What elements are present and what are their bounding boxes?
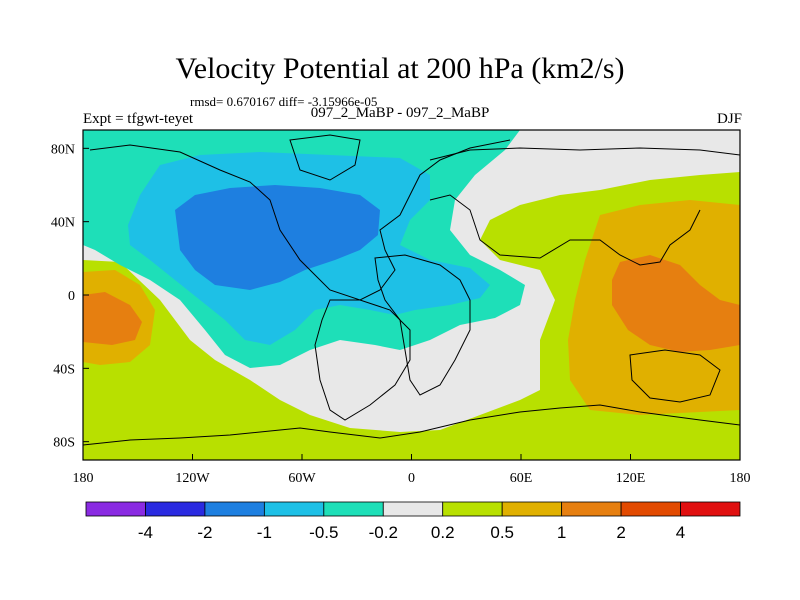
colorbar-swatch <box>145 501 206 517</box>
colorbar-swatch <box>85 501 146 517</box>
coast-eurasia <box>429 147 740 266</box>
colorbar-swatch <box>620 501 681 517</box>
season-label: DJF <box>716 111 742 127</box>
coast-south-america <box>314 299 411 421</box>
x-tick-label: 60W <box>288 471 316 486</box>
colorbar-label: -0.2 <box>369 523 398 542</box>
colorbar-label: 0.2 <box>431 523 455 542</box>
x-tick-label: 180 <box>73 471 94 486</box>
y-tick-label: 0 <box>68 289 75 304</box>
case-label: 097_2_MaBP - 097_2_MaBP <box>310 105 490 121</box>
colorbar-swatch <box>263 501 325 517</box>
colorbar-swatch <box>204 501 265 517</box>
stats-label: rmsd= 0.670167 diff= -3.15966e-05 <box>190 94 378 109</box>
x-tick-label: 60E <box>510 471 533 486</box>
colorbar-label: -1 <box>257 523 272 542</box>
colorbar-swatch <box>323 501 384 517</box>
colorbar: -4 -2 -1 -0.5 -0.2 0.2 0.5 1 2 4 <box>85 501 741 542</box>
coast-africa <box>374 254 471 396</box>
coast-north-america <box>89 139 511 301</box>
y-tick-label: 40S <box>53 362 75 377</box>
colorbar-label: 4 <box>676 523 685 542</box>
coast-australia <box>629 349 721 403</box>
y-tick-label: 80S <box>53 436 75 451</box>
x-tick-label: 0 <box>408 471 415 486</box>
colorbar-label: -4 <box>138 523 153 542</box>
experiment-label: Expt = tfgwt-teyet <box>83 111 194 127</box>
colorbar-swatch <box>501 501 563 517</box>
y-tick-label: 40N <box>51 216 75 231</box>
y-tick-label: 80N <box>51 142 75 157</box>
coastlines <box>83 134 740 446</box>
colorbar-label: -0.5 <box>309 523 338 542</box>
contour-field <box>83 130 740 460</box>
colorbar-label: 0.5 <box>490 523 514 542</box>
colorbar-swatch <box>442 501 503 517</box>
x-tick-label: 120E <box>616 471 646 486</box>
x-axis: 180 120W 60W 0 60E 120E 180 <box>73 454 751 486</box>
figure-title: Velocity Potential at 200 hPa (km2/s) <box>175 52 625 85</box>
coast-greenland <box>289 134 361 181</box>
contour-darkorange-east <box>612 255 740 352</box>
colorbar-swatch <box>382 501 444 517</box>
colorbar-swatch <box>680 501 741 517</box>
x-tick-label: 180 <box>730 471 751 486</box>
colorbar-label: -2 <box>197 523 212 542</box>
contour-blue <box>175 185 380 290</box>
coast-antarctica <box>83 404 740 446</box>
x-tick-label: 120W <box>175 471 210 486</box>
colorbar-swatch <box>561 501 622 517</box>
colorbar-label: 2 <box>616 523 625 542</box>
contour-darkorange-west <box>83 292 142 345</box>
colorbar-label: 1 <box>557 523 566 542</box>
y-axis: 80N 40N 0 40S 80S <box>51 142 89 451</box>
